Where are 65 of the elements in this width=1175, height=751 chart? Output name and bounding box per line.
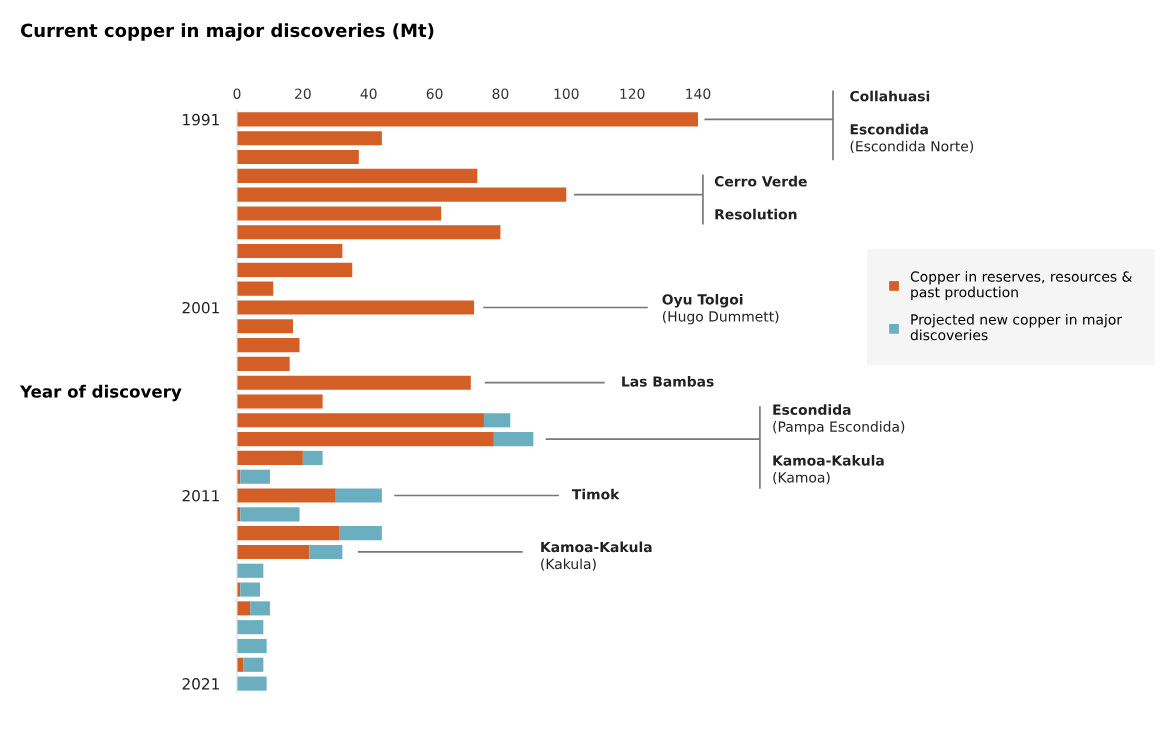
bar [237, 300, 475, 315]
bar [237, 244, 343, 259]
y-tick-label: 2001 [182, 301, 219, 314]
x-tick-label: 20 [295, 88, 311, 99]
x-tick-label: 40 [360, 88, 377, 99]
bar [302, 450, 323, 465]
text: Escondida (Pampa Escondida) [773, 404, 905, 435]
bar [240, 582, 261, 597]
chart-title: Current copper in major discoveries (Mt) [20, 23, 434, 41]
bar [237, 149, 359, 165]
bar [237, 601, 251, 616]
bar [237, 112, 698, 127]
text: Escondida (Escondida Norte) [850, 123, 974, 154]
bar [237, 544, 310, 559]
bar [237, 676, 267, 691]
bar [240, 507, 300, 522]
x-tick-label: 140 [686, 88, 711, 99]
bar [309, 544, 343, 559]
text: Collahuasi [850, 90, 930, 102]
bar [237, 187, 567, 202]
bar [237, 488, 336, 503]
y-tick-label: 1991 [183, 113, 219, 126]
bar [237, 413, 484, 428]
text: Resolution [715, 208, 797, 220]
bar [237, 225, 501, 240]
bar [237, 432, 494, 447]
bar [237, 338, 300, 353]
bar [237, 356, 290, 371]
x-tick-label: 100 [554, 88, 579, 99]
y-tick-label: 2021 [182, 678, 219, 690]
bar [237, 394, 323, 409]
bar [339, 526, 382, 541]
bar [483, 413, 511, 428]
y-axis-title: Year of discovery [19, 384, 182, 402]
y-tick-label: 2011 [182, 490, 219, 502]
bar [237, 375, 471, 390]
annotation: Oyu Tolgoi (Hugo Dummett) [662, 293, 779, 325]
bar [237, 131, 382, 146]
x-tick-label: 0 [233, 88, 241, 99]
text: Kamoa-Kakula (Kamoa) [773, 454, 884, 485]
x-tick-label: 80 [492, 88, 509, 99]
bar [240, 469, 270, 484]
bar [237, 620, 264, 635]
annotation: Kamoa-Kakula (Kakula) [541, 541, 652, 571]
bar [237, 281, 274, 296]
bar [237, 526, 340, 541]
annotation: Las Bambas [622, 375, 714, 387]
bar [237, 450, 303, 465]
bar [237, 657, 244, 672]
bar [237, 168, 478, 183]
bar [237, 262, 353, 277]
legend-label: Projected new copper in major discoveries [910, 313, 1123, 341]
legend-label: Copper in reserves, resources & past production [910, 271, 1132, 301]
bar [237, 206, 442, 221]
bar [237, 319, 293, 334]
bar [493, 432, 534, 447]
bar [335, 488, 382, 503]
text: Cerro Verde [714, 175, 807, 187]
bar [243, 657, 264, 672]
annotation: Timok [571, 488, 620, 500]
bar [237, 563, 264, 578]
bar [237, 638, 267, 654]
x-tick-label: 120 [620, 88, 645, 99]
bar [250, 601, 270, 616]
x-tick-label: 60 [426, 88, 443, 99]
